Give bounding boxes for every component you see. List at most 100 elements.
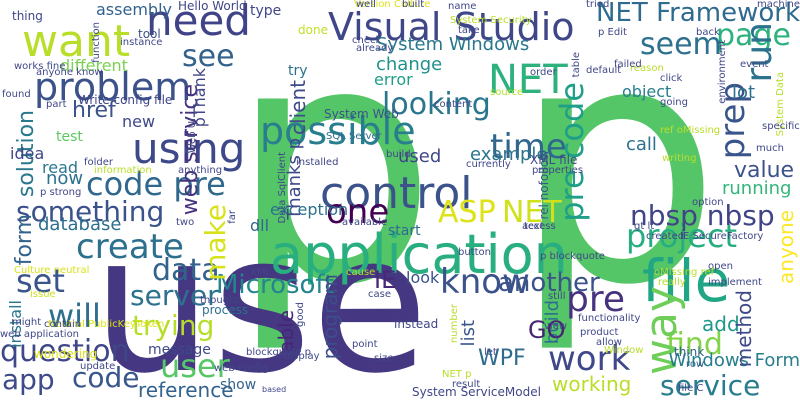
word-case-193: case — [368, 290, 391, 300]
word-instead-104: instead — [394, 318, 438, 330]
word-p-blockquote-131: p blockquote — [540, 252, 605, 262]
word-asp-17: ASP — [438, 198, 496, 228]
word-thought-145: thought — [200, 296, 239, 306]
word-specific-179: specific — [762, 122, 800, 132]
word-cause-195: cause — [346, 268, 375, 278]
word-writing-178: writing — [662, 154, 696, 164]
word-idea-82: idea — [10, 146, 44, 162]
word-display-144: display — [284, 352, 320, 362]
word-click-175: click — [660, 74, 682, 84]
word-xml-192: XML — [250, 268, 271, 278]
word-look-68: look — [406, 270, 439, 286]
word-still-194: still — [548, 292, 565, 302]
word-hello-world-93: Hello World — [178, 0, 247, 12]
word-p-strong-152: p strong — [40, 188, 81, 198]
word-service-32: service — [660, 372, 760, 400]
word-file-c-143: file C — [678, 384, 703, 394]
word-method-78: method — [734, 290, 754, 367]
word-event-170: event — [740, 60, 768, 70]
word-going-176: going — [660, 98, 688, 108]
word-take-164: take — [458, 26, 480, 36]
word-data-sqlclient-187: Data SqlClient — [278, 152, 288, 223]
word-anything-154: anything — [178, 166, 222, 176]
word-web-application-110: web application — [0, 330, 79, 340]
word-done-88: done — [298, 24, 328, 36]
word-working-71: working — [552, 374, 631, 394]
word-default-173: default — [586, 66, 621, 76]
word-system-web-95: System Web — [324, 108, 399, 120]
word-let-141: let — [484, 348, 497, 358]
word-implement-133: implement — [708, 278, 762, 288]
word-number-196: number — [450, 304, 460, 343]
word-web-config-146: web config — [214, 364, 268, 374]
word-net-p-197: NET p — [442, 370, 471, 380]
word-system-windows-54: System Windows — [376, 36, 529, 54]
word-part-156: part — [46, 100, 67, 110]
word-anyone-know-115: anyone know — [36, 68, 103, 78]
word-environment-169: environment — [718, 40, 728, 104]
word-list-76: list — [460, 320, 478, 346]
word-machine-116: machine — [757, 0, 800, 10]
word-already-123: already — [356, 44, 393, 54]
word-properties-128: properties — [532, 166, 583, 176]
word-result-142: result — [452, 380, 480, 390]
word-order-174: order — [530, 68, 557, 78]
word-contain-149: contain — [44, 320, 81, 330]
word-dll-66: dll — [250, 218, 269, 234]
word-folder-155: folder — [84, 158, 113, 168]
word-client-52: client — [288, 80, 308, 135]
word-option-181: option — [692, 198, 724, 208]
word-issue-112: issue — [30, 290, 56, 300]
word-available-190: available — [342, 218, 387, 228]
word-name-162: name — [448, 2, 476, 12]
word-call-58: call — [626, 136, 657, 154]
word-ie-securefactory-117: IE SecureFactory — [680, 232, 763, 242]
word-two-191: two — [176, 218, 194, 228]
word-table-166: table — [572, 52, 582, 77]
word-running-60: running — [722, 180, 791, 198]
word-ref-omissing-177: ref oMissing — [660, 126, 720, 136]
word-view-134: view — [544, 322, 567, 332]
word-currently-127: currently — [466, 160, 511, 170]
word-message-73: message — [148, 343, 211, 357]
word-run-48: run — [742, 22, 778, 82]
word-instance-159: instance — [120, 38, 162, 48]
word-type-89: type — [250, 4, 281, 18]
word-content-125: content — [434, 100, 472, 110]
word-functionality-135: functionality — [578, 314, 640, 324]
word-make-44: make — [202, 204, 230, 281]
word-row-103: row — [686, 360, 704, 370]
word-now-84: now — [46, 170, 83, 188]
word-p-edit-167: p Edit — [598, 28, 627, 38]
word-button-130: button — [458, 248, 491, 258]
word-text-189: text — [524, 222, 544, 232]
word-update-151: update — [80, 362, 115, 372]
word-sql-server-96: SQL Server — [326, 132, 382, 142]
word-really-184: really — [658, 278, 686, 288]
word-test-85: test — [56, 130, 83, 144]
word-pre-code-45: pre code — [556, 82, 588, 222]
word-show-101: show — [220, 378, 256, 392]
word-point-139: point — [352, 340, 378, 350]
word-installed-188: installed — [296, 158, 338, 168]
word-back-168: back — [696, 28, 720, 38]
word-anyone-79: anyone — [776, 210, 796, 284]
word-built-161: built — [402, 0, 424, 10]
word-lot-61: lot — [732, 84, 755, 102]
word-good-119: good — [296, 302, 306, 327]
word-much-180: much — [756, 144, 784, 154]
word-build-121: build — [386, 150, 411, 160]
word-web-ui-186: Web UI — [188, 118, 198, 153]
word-new-107: new — [122, 114, 155, 130]
word-program-74: program — [320, 274, 340, 359]
word-tried-165: tried — [586, 0, 609, 10]
word-error-56: error — [374, 72, 413, 88]
word-wondering-111: wondering — [34, 348, 97, 360]
word-well-160: well — [356, 0, 376, 10]
word-start-67: start — [388, 224, 421, 238]
word-app-28: app — [2, 366, 55, 394]
word-think-102: think — [674, 346, 704, 358]
word-window-185: Window — [604, 346, 643, 356]
word-database-64: database — [38, 216, 121, 234]
